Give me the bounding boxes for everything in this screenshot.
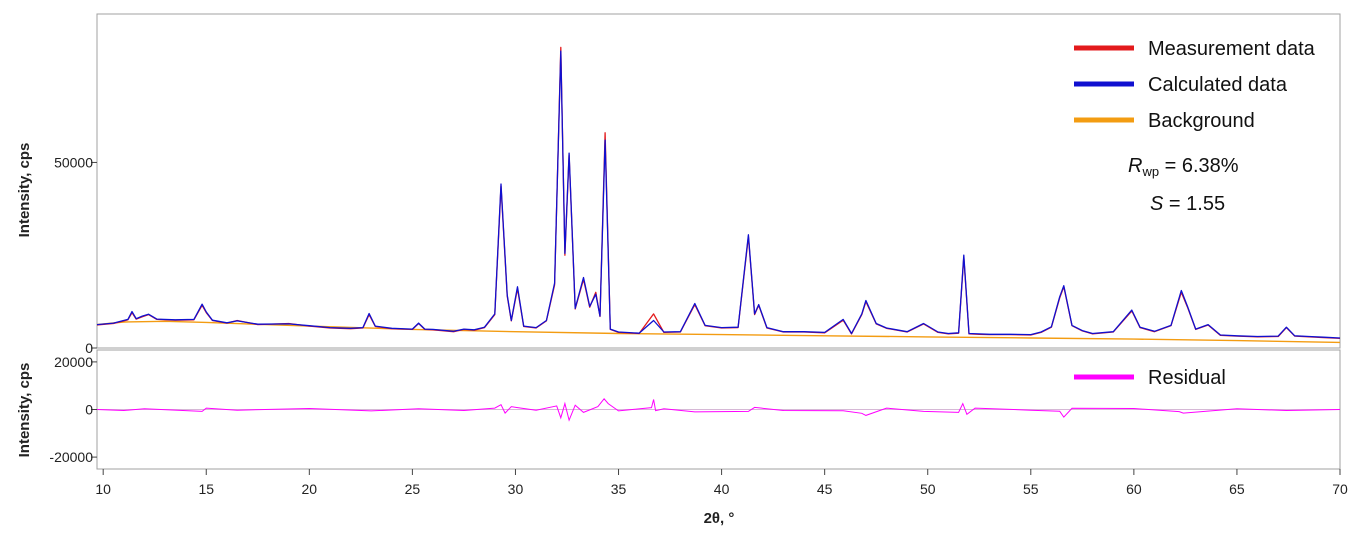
x-tick-label: 15 [198, 481, 214, 497]
rwp-annotation: Rwp = 6.38% [1128, 155, 1239, 179]
residual-y-tick-label: 20000 [54, 354, 93, 370]
x-tick-label: 45 [817, 481, 833, 497]
x-tick-label: 60 [1126, 481, 1142, 497]
series-line-background [96, 320, 1341, 344]
main-plot-frame [96, 13, 1341, 349]
series-line-calculated-data [96, 50, 1341, 339]
s-symbol: S [1150, 193, 1164, 215]
x-tick-label: 55 [1023, 481, 1039, 497]
x-tick-label: 20 [302, 481, 318, 497]
x-tick-label: 25 [405, 481, 421, 497]
series-line-residual [96, 398, 1341, 422]
residual-legend: Residual [1074, 367, 1226, 389]
x-tick-label: 65 [1229, 481, 1245, 497]
legend-label-residual: Residual [1148, 367, 1226, 389]
main-legend: Measurement data Calculated data Backgro… [1074, 38, 1316, 132]
main-y-axis-title: Intensity, cps [16, 143, 33, 238]
rwp-value: = 6.38% [1159, 155, 1239, 177]
main-series-layer [96, 46, 1341, 344]
main-y-tick-label: 50000 [54, 154, 93, 170]
x-tick-label: 30 [508, 481, 524, 497]
residual-y-tick-label: 0 [85, 402, 93, 418]
x-tick-label: 70 [1332, 481, 1348, 497]
rwp-symbol: R [1128, 155, 1142, 177]
residual-y-axis-title: Intensity, cps [16, 363, 33, 458]
s-value: = 1.55 [1163, 193, 1225, 215]
legend-label-measurement: Measurement data [1148, 38, 1316, 60]
residual-series-layer [96, 398, 1341, 422]
rwp-subscript: wp [1141, 164, 1159, 179]
x-tick-label: 50 [920, 481, 936, 497]
main-y-tick-label: 0 [85, 340, 93, 356]
x-tick-label: 40 [714, 481, 730, 497]
s-annotation: S = 1.55 [1150, 193, 1225, 215]
x-tick-label: 10 [95, 481, 111, 497]
residual-y-tick-label: -20000 [49, 449, 93, 465]
x-tick-label: 35 [611, 481, 627, 497]
legend-label-calculated: Calculated data [1148, 74, 1288, 96]
legend-label-background: Background [1148, 110, 1255, 132]
x-axis-title: 2θ, ° [704, 510, 735, 527]
